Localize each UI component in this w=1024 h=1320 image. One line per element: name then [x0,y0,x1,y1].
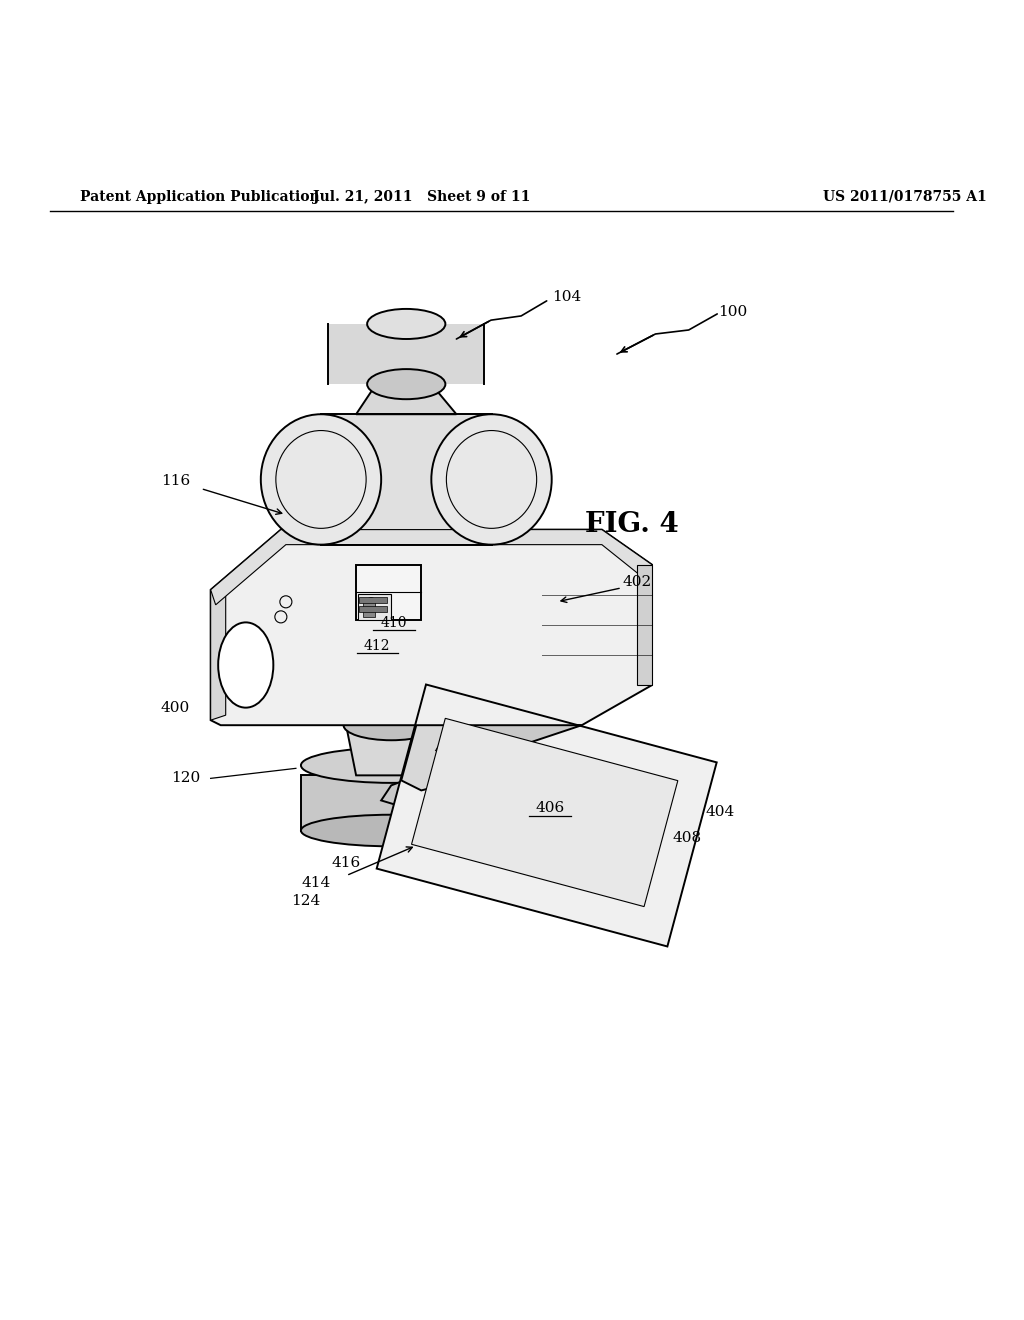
Bar [359,597,387,603]
Polygon shape [321,414,492,545]
Polygon shape [211,585,225,721]
Polygon shape [211,529,652,605]
Ellipse shape [218,623,273,708]
Polygon shape [637,565,652,685]
Text: 406: 406 [536,801,564,816]
Polygon shape [346,725,436,775]
Polygon shape [401,725,467,791]
Bar [364,602,375,609]
Text: 416: 416 [332,855,360,870]
Text: Jul. 21, 2011   Sheet 9 of 11: Jul. 21, 2011 Sheet 9 of 11 [312,190,530,203]
Text: Patent Application Publication: Patent Application Publication [80,190,319,203]
Text: 120: 120 [171,771,201,785]
Text: 116: 116 [161,474,190,488]
Ellipse shape [368,309,445,339]
Text: 408: 408 [673,830,701,845]
Polygon shape [381,771,622,861]
Ellipse shape [344,710,439,741]
Polygon shape [356,565,421,620]
Ellipse shape [431,414,552,545]
Text: 402: 402 [623,574,651,589]
Bar [359,606,387,612]
Polygon shape [412,718,678,907]
Polygon shape [356,384,457,414]
Polygon shape [377,685,717,946]
Text: 400: 400 [161,701,190,715]
Polygon shape [301,775,481,830]
Ellipse shape [301,747,481,783]
Text: 100: 100 [718,305,746,319]
Circle shape [368,603,375,612]
Text: 412: 412 [364,639,390,653]
Text: 124: 124 [291,894,321,908]
Polygon shape [436,725,582,755]
Polygon shape [211,529,652,725]
Polygon shape [358,594,391,620]
Text: 404: 404 [706,805,735,820]
Text: 410: 410 [381,616,408,630]
Text: 414: 414 [301,875,331,890]
Polygon shape [328,323,484,384]
Ellipse shape [368,370,445,399]
Circle shape [368,598,375,606]
Text: 104: 104 [552,290,582,304]
Text: US 2011/0178755 A1: US 2011/0178755 A1 [822,190,986,203]
Text: FIG. 4: FIG. 4 [585,511,679,539]
Ellipse shape [261,414,381,545]
Ellipse shape [301,814,481,846]
Bar [364,610,375,616]
